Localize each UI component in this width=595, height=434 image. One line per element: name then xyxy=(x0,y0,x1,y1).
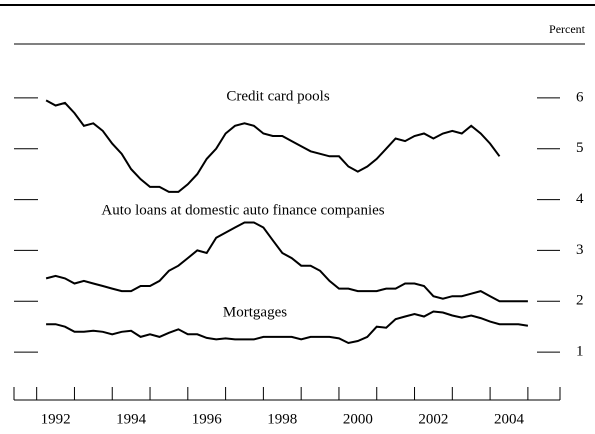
x-tick-label: 1996 xyxy=(192,411,223,427)
x-tick-label: 2000 xyxy=(343,411,373,427)
series-line xyxy=(46,310,529,345)
series-label: Mortgages xyxy=(223,304,287,320)
series-label: Credit card pools xyxy=(226,88,329,104)
x-tick-label: 1998 xyxy=(267,411,297,427)
y-tick-label: 5 xyxy=(576,140,584,156)
y-tick-label: 6 xyxy=(576,89,584,105)
y-tick-label: 4 xyxy=(576,191,584,207)
x-tick-label: 2002 xyxy=(418,411,448,427)
x-tick-label: 1992 xyxy=(41,411,71,427)
y-axis-label: Percent xyxy=(549,22,586,36)
y-tick-label: 1 xyxy=(576,344,584,360)
series-line xyxy=(45,221,528,303)
series-label: Auto loans at domestic auto finance comp… xyxy=(101,202,384,218)
y-tick-label: 2 xyxy=(576,293,584,309)
x-tick-label: 2004 xyxy=(494,411,525,427)
y-tick-label: 3 xyxy=(576,242,584,258)
x-tick-label: 1994 xyxy=(116,411,147,427)
series-line xyxy=(45,99,501,193)
